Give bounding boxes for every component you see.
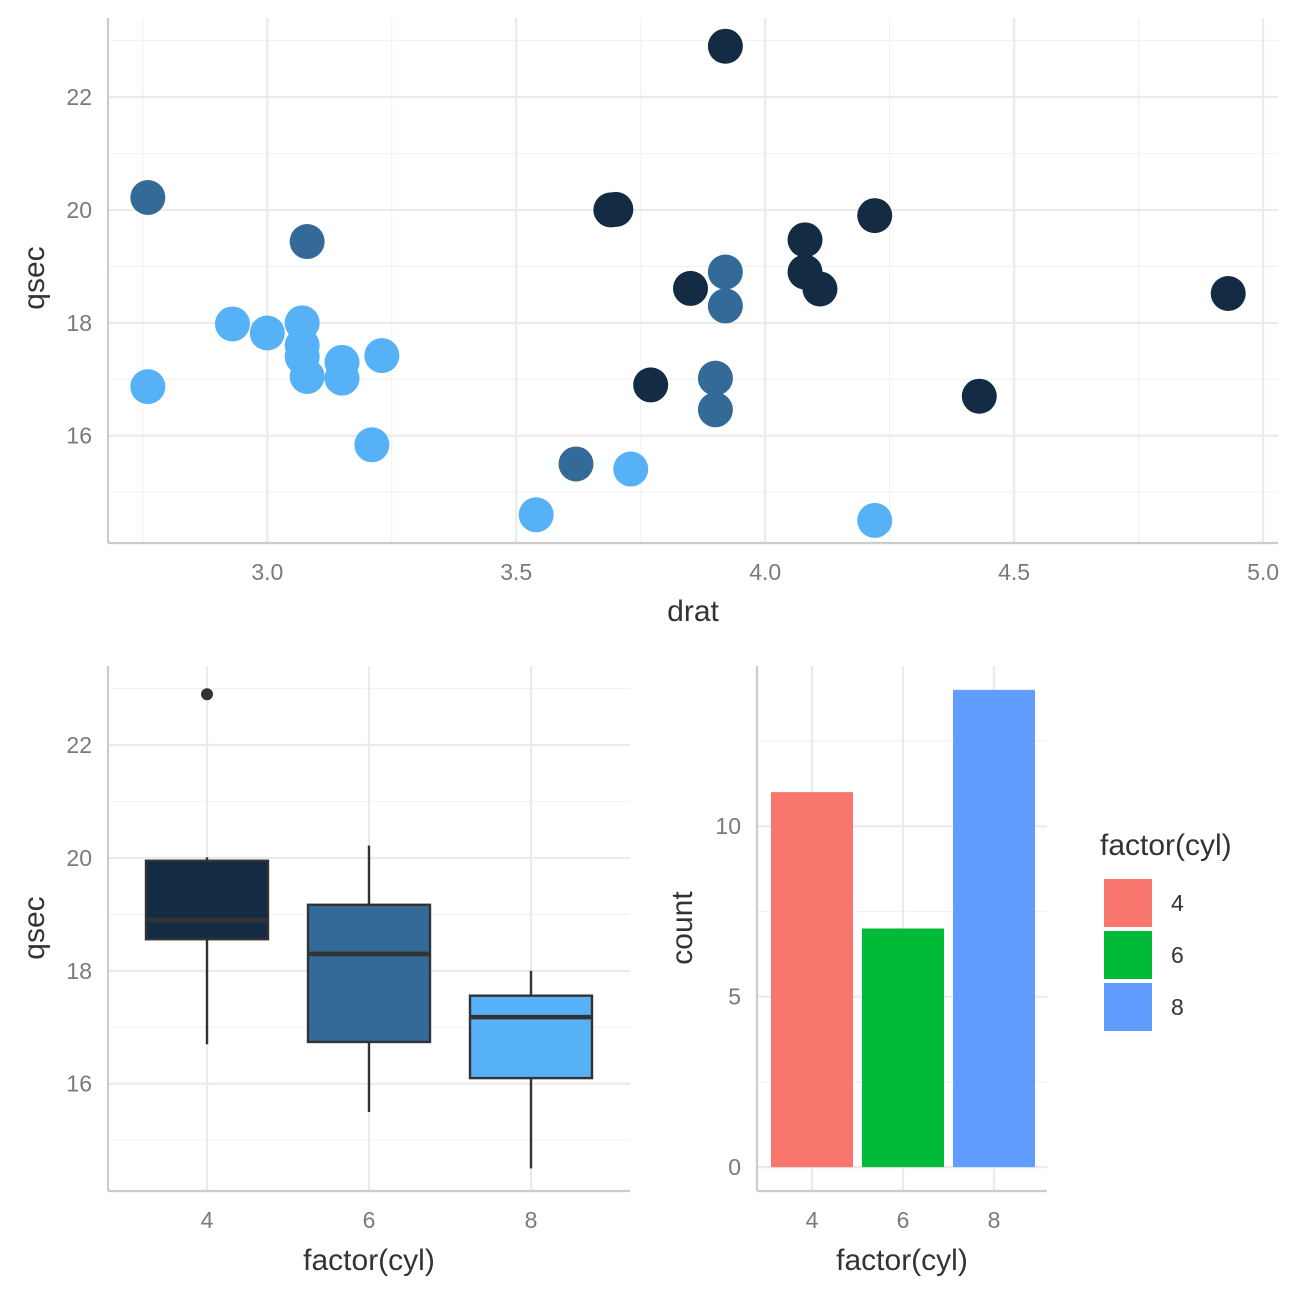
x-tick-label: 4 [806, 1207, 819, 1233]
scatter-point [787, 222, 823, 258]
x-tick-label: 3.5 [500, 559, 532, 585]
box-plot: 4 6 8 16 18 20 22 factor(cyl) qsec [18, 666, 630, 1277]
x-tick-label: 8 [525, 1207, 538, 1233]
scatter-point [518, 497, 554, 533]
legend-label: 6 [1171, 942, 1184, 968]
scatter-plot: 3.0 3.5 4.0 4.5 5.0 16 18 20 22 drat qsec [18, 18, 1279, 628]
scatter-point [707, 288, 743, 324]
scatter-point [354, 427, 390, 463]
box-x-axis-title: factor(cyl) [303, 1244, 435, 1277]
scatter-y-tick-labels: 16 18 20 22 [66, 84, 92, 449]
x-tick-label: 3.0 [251, 559, 283, 585]
scatter-point [284, 305, 320, 341]
box-marks [144, 688, 594, 1169]
bar-chart: 4 6 8 0 5 10 factor(cyl) count factor(cyl) 4… [666, 666, 1232, 1277]
box-body [306, 903, 432, 1044]
scatter-point [857, 502, 893, 538]
scatter-point [697, 360, 733, 396]
legend-label: 8 [1171, 994, 1184, 1020]
bar-x-axis-title: factor(cyl) [836, 1244, 968, 1277]
scatter-x-tick-labels: 3.0 3.5 4.0 4.5 5.0 [251, 559, 1279, 585]
y-tick-label: 18 [66, 310, 92, 336]
scatter-point [707, 254, 743, 290]
bar [953, 689, 1035, 1168]
box-outlier [201, 688, 213, 701]
bar-x-tick-labels: 4 6 8 [806, 1207, 1001, 1233]
box-y-axis-title: qsec [18, 896, 51, 959]
y-tick-label: 22 [66, 732, 92, 758]
scatter-points [130, 28, 1246, 538]
y-tick-label: 20 [66, 197, 92, 223]
y-tick-label: 16 [66, 423, 92, 449]
box-x-tick-labels: 4 6 8 [201, 1207, 538, 1233]
bar-marks [771, 689, 1035, 1168]
bar-y-axis-title: count [666, 891, 699, 965]
scatter-x-axis-title: drat [667, 595, 719, 628]
y-tick-label: 22 [66, 84, 92, 110]
box-body [144, 859, 270, 941]
scatter-point [324, 344, 360, 380]
scatter-point [1210, 275, 1246, 311]
scatter-y-axis-title: qsec [18, 246, 51, 309]
y-tick-label: 5 [728, 984, 741, 1010]
scatter-point [130, 369, 166, 405]
scatter-point [802, 271, 838, 307]
scatter-point [130, 180, 166, 216]
legend-title: factor(cyl) [1100, 829, 1232, 862]
legend-entries: 4 6 8 [1104, 879, 1184, 1031]
scatter-point [598, 191, 634, 227]
scatter-point [857, 198, 893, 234]
x-tick-label: 4 [201, 1207, 214, 1233]
y-tick-label: 16 [66, 1071, 92, 1097]
bar [771, 792, 853, 1168]
scatter-point [633, 367, 669, 403]
box-y-tick-labels: 16 18 20 22 [66, 732, 92, 1097]
scatter-point [558, 446, 594, 482]
bar [862, 928, 944, 1168]
legend-swatch [1104, 879, 1152, 927]
x-tick-label: 8 [988, 1207, 1001, 1233]
scatter-gridlines [108, 18, 1278, 543]
legend: factor(cyl) 4 6 8 [1100, 829, 1232, 1031]
scatter-point [249, 315, 285, 351]
x-tick-label: 4.5 [998, 559, 1030, 585]
box-body [468, 994, 594, 1080]
x-tick-label: 6 [363, 1207, 376, 1233]
legend-swatch [1104, 931, 1152, 979]
y-tick-label: 18 [66, 958, 92, 984]
y-tick-label: 20 [66, 845, 92, 871]
x-tick-label: 6 [897, 1207, 910, 1233]
scatter-point [289, 224, 325, 260]
y-tick-label: 0 [728, 1154, 741, 1180]
y-tick-label: 10 [715, 813, 741, 839]
legend-swatch [1104, 983, 1152, 1031]
legend-label: 4 [1171, 890, 1184, 916]
scatter-point [613, 451, 649, 487]
scatter-point [707, 28, 743, 64]
scatter-point [697, 392, 733, 428]
scatter-point [961, 378, 997, 414]
x-tick-label: 5.0 [1247, 559, 1279, 585]
scatter-point [673, 270, 709, 306]
scatter-point [214, 306, 250, 342]
scatter-point [289, 358, 325, 394]
x-tick-label: 4.0 [749, 559, 781, 585]
scatter-point [364, 338, 400, 374]
bar-y-tick-labels: 0 5 10 [715, 813, 741, 1180]
